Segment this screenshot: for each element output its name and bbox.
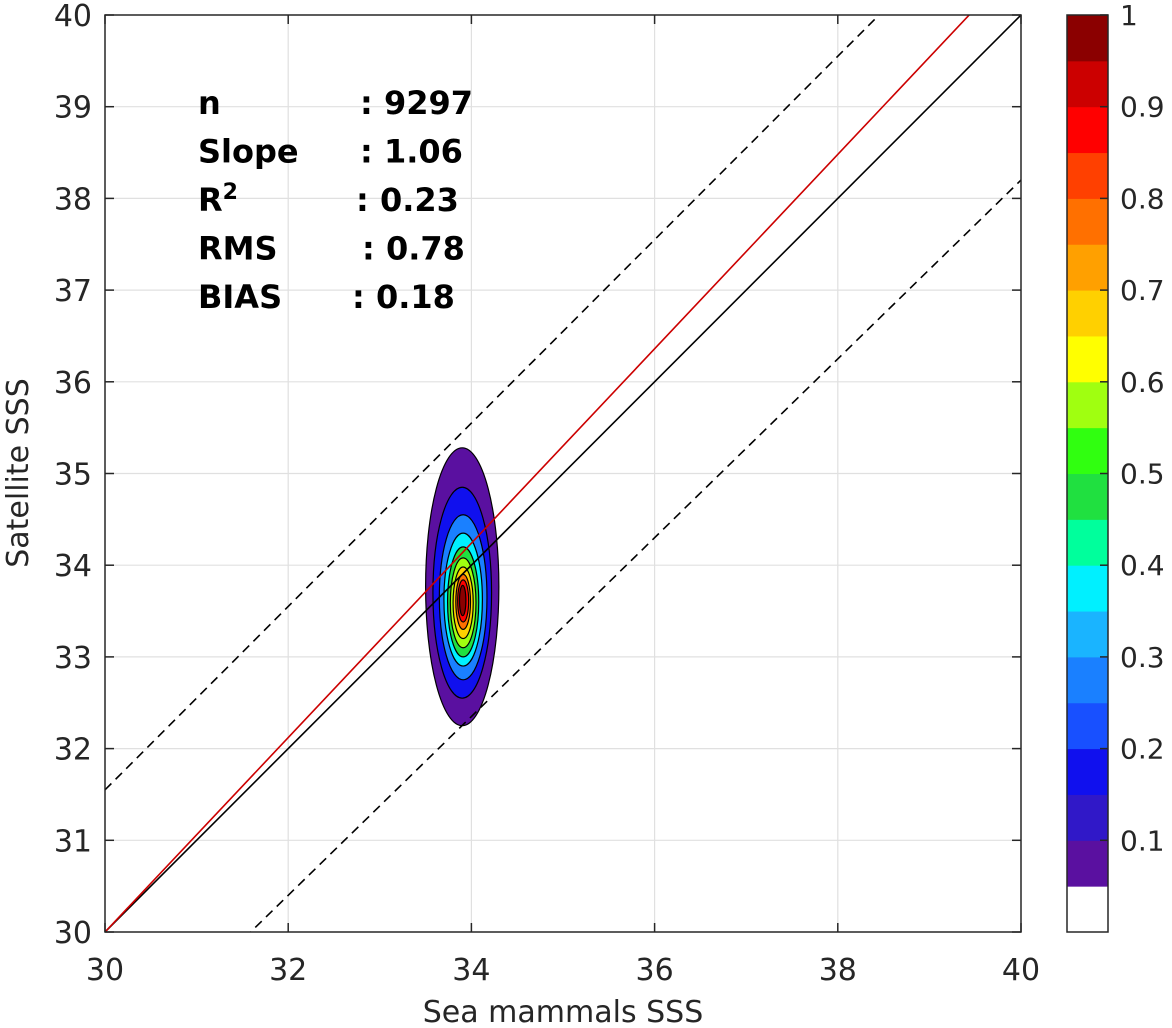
stat-label: n: [198, 84, 221, 122]
colorbar-tick-label: 0.8: [1120, 182, 1165, 215]
y-tick-label: 35: [54, 458, 92, 493]
colorbar: 0.1 0.2 0.3 0.4 0.5 0.6 0.7 0.8 0.9 1: [1066, 0, 1165, 933]
colorbar-tick-label: 0.9: [1120, 91, 1165, 124]
colorbar-tick-label: 0.5: [1120, 458, 1165, 491]
x-tick-label: 30: [86, 953, 124, 988]
stat-label: RMS: [198, 230, 278, 268]
density-contours: [424, 447, 500, 727]
regression-line: [105, 15, 971, 932]
stat-value: : 0.78: [362, 230, 465, 268]
stat-value: : 0.23: [356, 181, 459, 219]
statistics-annotation: n : 9297 Slope : 1.06 R2 : 0.23 RMS : 0.78 BIAS:…: [198, 84, 473, 316]
colorbar-segment: [1067, 656, 1108, 704]
y-tick-label: 38: [54, 182, 92, 217]
y-tick-label: 32: [54, 733, 92, 768]
stat-label: BIAS: [198, 278, 282, 316]
stat-label: R2: [198, 180, 238, 219]
colorbar-segment: [1067, 244, 1108, 291]
colorbar-segment: [1067, 886, 1108, 933]
colorbar-segment: [1067, 473, 1108, 520]
colorbar-segment: [1067, 290, 1108, 337]
y-tick-label: 34: [54, 549, 92, 584]
colorbar-segment: [1067, 611, 1108, 658]
y-tick-label: 36: [54, 366, 92, 401]
y-axis-label: Satellite SSS: [1, 378, 36, 568]
colorbar-segment: [1067, 15, 1108, 62]
y-tick-label: 31: [54, 824, 92, 859]
reference-lines: [105, 15, 1021, 932]
colorbar-segment: [1067, 106, 1108, 154]
x-tick-label: 36: [636, 953, 674, 988]
x-tick-label: 40: [1002, 953, 1040, 988]
colorbar-tick-label: 0.2: [1120, 733, 1165, 766]
lower-bound-line: [249, 179, 1021, 932]
axis-ticks: 30 32 34 36 38 40 30 31 32 33 34 35 36 37 38 39 40: [54, 0, 1040, 988]
stat-label: Slope: [198, 133, 299, 171]
colorbar-tick-label: 0.3: [1120, 641, 1165, 674]
stat-value: : 9297: [360, 84, 473, 122]
colorbar-segment: [1067, 748, 1108, 795]
x-tick-label: 32: [269, 953, 307, 988]
y-tick-label: 30: [54, 916, 92, 951]
colorbar-segment: [1067, 519, 1108, 566]
colorbar-segment: [1067, 60, 1108, 108]
colorbar-segment: [1067, 427, 1108, 474]
colorbar-segment: [1067, 335, 1108, 383]
stat-value: : 0.18: [352, 278, 455, 316]
grid: [105, 15, 1021, 932]
colorbar-tick-label: 0.1: [1120, 824, 1165, 857]
colorbar-tick-label: 0.4: [1120, 549, 1165, 582]
colorbar-segment: [1067, 702, 1108, 750]
y-tick-label: 39: [54, 91, 92, 126]
colorbar-tick-label: 1: [1120, 0, 1138, 32]
colorbar-segment: [1067, 794, 1108, 841]
x-tick-label: 34: [452, 953, 490, 988]
colorbar-tick-label: 0.6: [1120, 366, 1165, 399]
y-tick-label: 33: [54, 641, 92, 676]
y-tick-label: 40: [54, 0, 92, 34]
upper-bound-line: [105, 15, 881, 791]
colorbar-segment: [1067, 198, 1108, 245]
stat-value: : 1.06: [360, 133, 463, 171]
density-contour: [458, 584, 467, 617]
colorbar-tick-label: 0.7: [1120, 274, 1165, 307]
one-to-one-line: [105, 15, 1021, 932]
colorbar-segment: [1067, 152, 1108, 199]
x-tick-label: 38: [819, 953, 857, 988]
x-axis-label: Sea mammals SSS: [423, 995, 704, 1028]
colorbar-segment: [1067, 565, 1108, 612]
colorbar-segment: [1067, 381, 1108, 429]
y-tick-label: 37: [54, 274, 92, 309]
colorbar-segment: [1067, 840, 1108, 887]
